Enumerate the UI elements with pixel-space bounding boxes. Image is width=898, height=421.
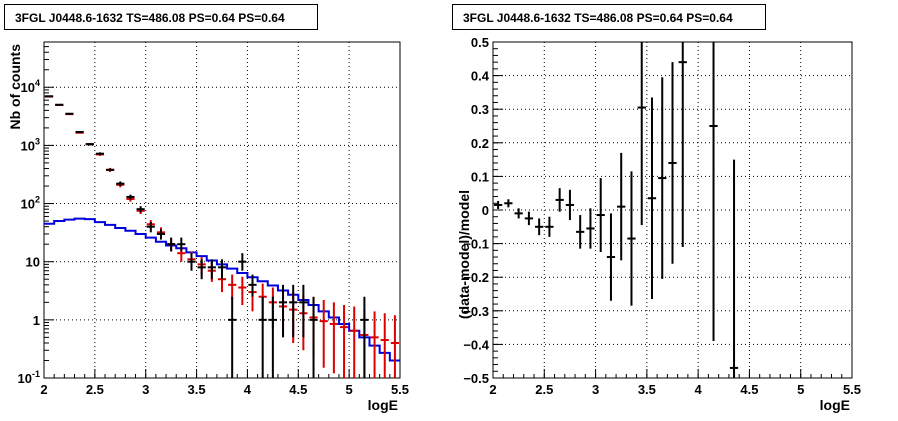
y-tick-label: −0.4 [463, 337, 489, 352]
residuals-panel: 2 2.5 3 3.5 4 4.5 5 5.5 −0.5 −0.4 −0.3 −0.2 −0.1 0 0.1… [456, 35, 861, 413]
left-panel-title: 3FGL J0448.6-1632 TS=486.08 PS=0.64 PS=0… [4, 4, 318, 30]
y-tick-label: 0.3 [471, 102, 489, 117]
right-panel-title: 3FGL J0448.6-1632 TS=486.08 PS=0.64 PS=0… [452, 4, 766, 30]
y-axis-label: (data-model)/model [456, 190, 472, 319]
y-tick-label: 104 [21, 78, 40, 95]
y-tick-label: 102 [21, 195, 40, 212]
y-axis-label: Nb of counts [7, 44, 23, 130]
y-tick-label: 10 [26, 255, 40, 270]
y-tick-label: 1 [33, 313, 40, 328]
x-tick-label: 5 [346, 382, 353, 397]
y-tick-label: 10-1 [18, 369, 40, 386]
x-tick-label: 2.5 [535, 382, 553, 397]
x-tick-label: 4.5 [740, 382, 758, 397]
y-tick-label: 0.4 [471, 69, 490, 84]
x-tick-label: 4 [244, 382, 252, 397]
x-tick-label: 2 [40, 382, 47, 397]
x-tick-label: 3 [142, 382, 149, 397]
x-tick-label: 2 [489, 382, 496, 397]
x-axis-label: logE [820, 397, 850, 413]
y-tick-label: 103 [21, 136, 40, 153]
y-tick-label: 0.1 [471, 169, 489, 184]
x-tick-label: 3 [592, 382, 599, 397]
y-tick-label: −0.1 [463, 237, 489, 252]
x-tick-label: 2.5 [86, 382, 104, 397]
x-tick-label: 5 [797, 382, 804, 397]
y-tick-label: 0.5 [471, 35, 489, 50]
y-tick-label: 0 [482, 203, 489, 218]
x-tick-label: 4.5 [289, 382, 307, 397]
counts-panel: 2 2.5 3 3.5 4 4.5 5 5.5 10-1 1 10 102 103 104 logE Nb o… [7, 41, 409, 413]
y-tick-label: −0.5 [463, 371, 489, 386]
plot-frame [43, 41, 401, 379]
x-tick-label: 4 [695, 382, 703, 397]
x-tick-label: 3.5 [188, 382, 206, 397]
x-tick-label: 5.5 [843, 382, 861, 397]
x-tick-label: 3.5 [638, 382, 656, 397]
y-tick-label: −0.2 [463, 270, 489, 285]
x-axis-label: logE [368, 397, 398, 413]
x-tick-label: 5.5 [391, 382, 409, 397]
y-tick-label: 0.2 [471, 136, 489, 151]
y-tick-label: −0.3 [463, 304, 489, 319]
